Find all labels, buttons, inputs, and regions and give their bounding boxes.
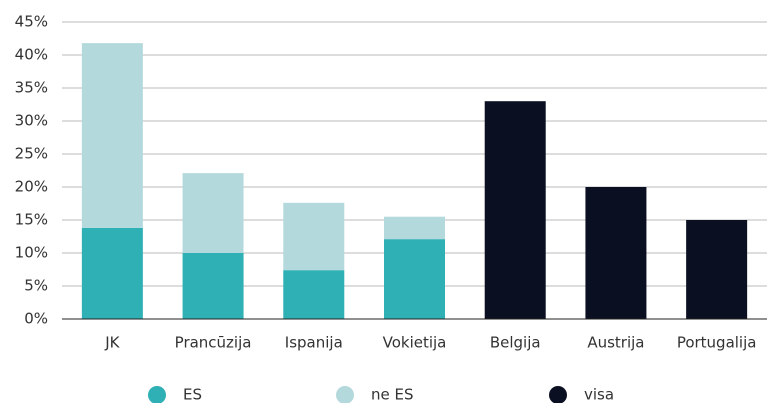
bar — [182, 173, 244, 253]
y-tick-label: 45% — [15, 13, 48, 31]
x-tick-label: Prancūzija — [175, 334, 252, 352]
legend-marker — [336, 386, 354, 403]
legend-label: ne ES — [371, 386, 414, 403]
bar — [81, 43, 143, 228]
bar — [585, 187, 647, 319]
x-tick-label: JK — [104, 334, 120, 352]
y-tick-label: 10% — [15, 244, 48, 262]
legend-marker — [148, 386, 166, 403]
bar — [686, 220, 748, 319]
y-tick-label: 25% — [15, 145, 48, 163]
x-tick-label: Vokietija — [383, 334, 447, 352]
y-tick-label: 20% — [15, 178, 48, 196]
bar — [384, 239, 445, 319]
y-tick-label: 30% — [15, 112, 48, 130]
legend-marker — [549, 386, 567, 403]
x-tick-label: Portugalija — [677, 334, 757, 352]
y-tick-label: 5% — [24, 277, 48, 295]
y-tick-label: 0% — [24, 310, 48, 328]
legend-label: ES — [183, 386, 202, 403]
y-tick-label: 35% — [15, 79, 48, 97]
x-tick-label: Austrija — [587, 334, 644, 352]
bar — [484, 101, 546, 319]
y-tick-label: 15% — [15, 211, 48, 229]
bar — [182, 253, 244, 319]
bar — [384, 216, 445, 240]
legend-label: visa — [584, 386, 614, 403]
bar — [283, 270, 345, 319]
x-tick-label: Ispanija — [285, 334, 343, 352]
y-tick-label: 40% — [15, 46, 48, 64]
bar — [283, 202, 345, 271]
bar — [81, 227, 143, 319]
x-tick-label: Belgija — [490, 334, 541, 352]
